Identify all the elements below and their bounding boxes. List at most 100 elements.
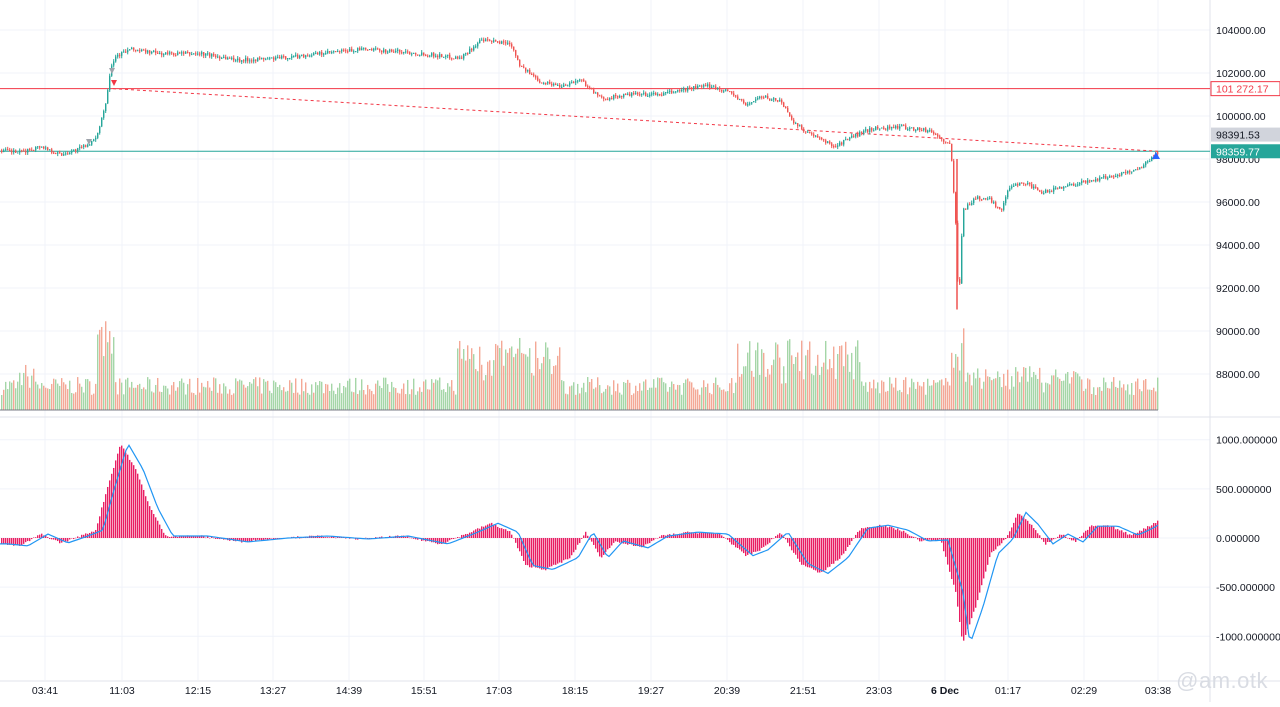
- candle-body: [1017, 184, 1019, 186]
- candle-body: [719, 87, 721, 90]
- candle-body: [831, 143, 833, 147]
- candle-body: [297, 54, 299, 58]
- oscillator-bar: [895, 529, 897, 538]
- candle-body: [699, 85, 701, 87]
- candle-body: [1067, 184, 1069, 187]
- candle-body: [171, 52, 173, 54]
- volume-bar: [683, 382, 685, 410]
- volume-bar: [453, 390, 455, 410]
- candle-body: [1007, 190, 1009, 198]
- oscillator-bar: [129, 459, 131, 538]
- volume-bar: [93, 393, 95, 410]
- volume-bar: [439, 377, 441, 410]
- volume-bar: [1079, 376, 1081, 410]
- volume-bar: [151, 391, 153, 410]
- candle-body: [815, 135, 817, 137]
- candle-body: [281, 56, 283, 59]
- oscillator-bar: [147, 501, 149, 538]
- oscillator-bar: [487, 524, 489, 538]
- candle-body: [575, 81, 577, 83]
- candle-body: [811, 133, 813, 135]
- volume-bar: [845, 341, 847, 410]
- oscillator-bar: [273, 538, 275, 540]
- oscillator-bar: [1043, 538, 1045, 542]
- candle-body: [649, 94, 651, 96]
- volume-bar: [525, 354, 527, 410]
- volume-bar: [353, 392, 355, 410]
- oscillator-bar: [707, 532, 709, 538]
- volume-bar: [249, 382, 251, 410]
- volume-bar: [379, 385, 381, 410]
- volume-bar: [395, 388, 397, 410]
- oscillator-bar: [35, 537, 37, 538]
- candle-body: [389, 49, 391, 52]
- candle-body: [469, 48, 471, 54]
- candle-body: [969, 204, 971, 206]
- volume-bar: [287, 390, 289, 410]
- oscillator-bar: [71, 538, 73, 539]
- candle-body: [851, 135, 853, 138]
- volume-bar: [445, 392, 447, 410]
- volume-bar: [931, 385, 933, 410]
- candle-body: [441, 54, 443, 58]
- volume-bar: [165, 385, 167, 410]
- volume-bar: [1015, 367, 1017, 410]
- volume-bar: [521, 352, 523, 410]
- volume-bar: [895, 377, 897, 410]
- volume-bar: [843, 366, 845, 410]
- volume-bar: [5, 381, 7, 410]
- volume-bar: [147, 377, 149, 410]
- candle-body: [175, 54, 177, 56]
- volume-bar: [37, 384, 39, 410]
- oscillator-bar: [179, 536, 181, 538]
- volume-bar: [1131, 383, 1133, 410]
- volume-bar: [703, 380, 705, 410]
- volume-bar: [383, 377, 385, 410]
- candle-body: [761, 96, 763, 98]
- candle-body: [1119, 174, 1121, 176]
- candle-body: [521, 65, 523, 67]
- volume-bar: [963, 328, 965, 410]
- volume-bar: [141, 388, 143, 410]
- candle-body: [85, 145, 87, 147]
- volume-bar: [457, 348, 459, 410]
- oscillator-bar: [203, 536, 205, 538]
- candle-body: [339, 51, 341, 53]
- oscillator-bar: [873, 527, 875, 538]
- candle-body: [505, 42, 507, 44]
- volume-bar: [455, 394, 457, 410]
- candle-body: [357, 48, 359, 52]
- oscillator-bar: [399, 536, 401, 538]
- volume-bar: [621, 394, 623, 410]
- volume-bar: [1053, 375, 1055, 410]
- candle-body: [115, 56, 117, 62]
- candle-body: [753, 101, 755, 103]
- candle-body: [689, 87, 691, 89]
- oscillator-bar: [855, 534, 857, 538]
- candle-body: [903, 125, 905, 127]
- oscillator-bar: [735, 538, 737, 548]
- candle-body: [1089, 180, 1091, 182]
- oscillator-bar: [1099, 526, 1101, 538]
- oscillator-bar: [857, 531, 859, 538]
- volume-bar: [359, 390, 361, 410]
- candle-body: [423, 52, 425, 56]
- volume-bar: [143, 387, 145, 410]
- oscillator-bar: [691, 532, 693, 538]
- volume-bar: [655, 387, 657, 410]
- volume-bar: [171, 385, 173, 410]
- candle-body: [1111, 176, 1113, 178]
- candle-body: [1141, 167, 1143, 169]
- candle-body: [67, 153, 69, 155]
- candle-body: [103, 111, 105, 118]
- oscillator-bar: [209, 537, 211, 539]
- candle-body: [823, 139, 825, 141]
- oscillator-tick-label: 0.000000: [1216, 533, 1260, 545]
- candle-body: [643, 92, 645, 94]
- volume-bar: [113, 337, 115, 410]
- volume-bar: [907, 394, 909, 410]
- candle-body: [489, 39, 491, 41]
- candle-body: [173, 53, 175, 55]
- oscillator-bar: [149, 506, 151, 538]
